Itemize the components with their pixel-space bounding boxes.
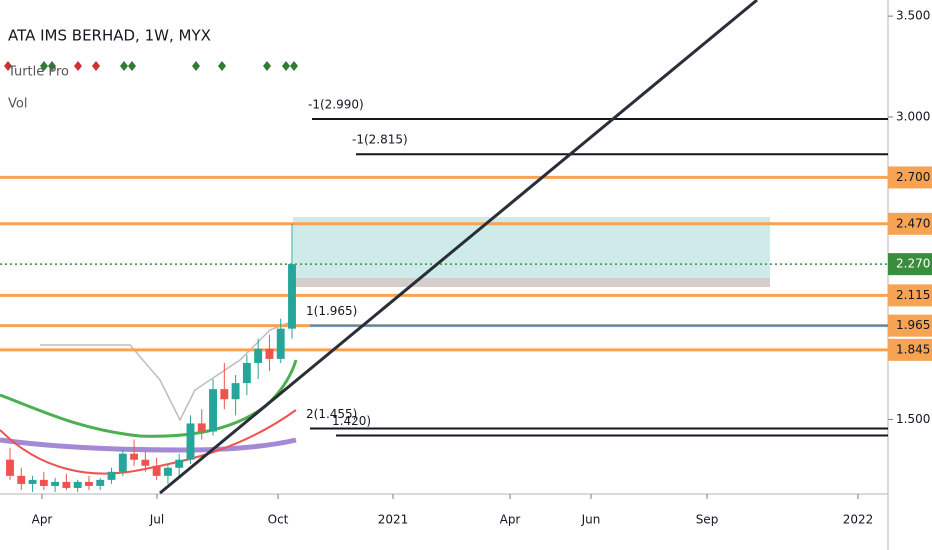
candle-body xyxy=(186,423,195,460)
candle-body xyxy=(6,459,14,476)
candle-body xyxy=(39,479,48,486)
candle-body xyxy=(288,264,296,329)
moving-average xyxy=(0,437,297,453)
sell-marker xyxy=(4,61,100,71)
x-tick-label: Apr xyxy=(500,513,521,527)
candle-body xyxy=(276,328,285,359)
price-badge xyxy=(888,314,932,337)
candle-body xyxy=(62,481,71,488)
price-badge xyxy=(888,166,932,189)
candle-body xyxy=(152,465,161,476)
moving-average xyxy=(0,409,297,475)
candle-body xyxy=(265,348,274,359)
fib-label: -1(2.990) xyxy=(308,97,364,111)
price-badge-label: 1.965 xyxy=(896,318,930,332)
x-tick-label: Sep xyxy=(696,513,719,527)
x-tick-label: 2022 xyxy=(843,513,874,527)
price-badge-label: 2.700 xyxy=(896,170,930,184)
candle-body xyxy=(220,389,229,400)
candle-body xyxy=(254,348,263,363)
trend-line[interactable] xyxy=(159,0,758,495)
candle-body xyxy=(17,475,26,484)
price-badge xyxy=(888,253,932,276)
candle-body xyxy=(51,481,60,486)
price-badge xyxy=(888,284,932,307)
candle-body xyxy=(118,453,127,472)
candle-body xyxy=(73,481,82,488)
candle-body xyxy=(163,467,172,476)
y-tick-label: 3.500 xyxy=(896,9,930,23)
price-badge xyxy=(888,338,932,361)
candle-body xyxy=(28,479,37,484)
price-badge-label: 1.845 xyxy=(896,342,930,356)
target-zone xyxy=(293,217,770,287)
candle-body xyxy=(242,362,251,384)
fib-label: -1(2.815) xyxy=(352,133,408,147)
candle-body xyxy=(175,459,184,468)
candle-body xyxy=(231,383,240,400)
candle-body xyxy=(130,453,139,460)
chart-title: ATA IMS BERHAD, 1W, MYX xyxy=(8,27,211,45)
x-tick-label: Jul xyxy=(149,513,164,527)
price-badge-label: 2.115 xyxy=(896,288,930,302)
price-badge-label: 2.270 xyxy=(896,257,930,271)
signal-markers xyxy=(4,61,298,71)
x-tick-label: Apr xyxy=(32,513,53,527)
fib-label: 2(1.455) xyxy=(306,407,357,421)
x-tick-label: 2021 xyxy=(378,513,409,527)
y-tick-label: 3.000 xyxy=(896,109,930,123)
candle-body xyxy=(197,423,206,432)
risk-zone xyxy=(293,278,770,287)
candle-body xyxy=(141,459,150,466)
price-badge-label: 2.470 xyxy=(896,216,930,230)
x-tick-label: Jun xyxy=(581,513,601,527)
fib-label: 1.420) xyxy=(332,414,371,428)
x-tick-label: Oct xyxy=(268,513,289,527)
candle-body xyxy=(85,481,93,486)
candle-body xyxy=(209,389,217,432)
indicator-label: Turtle Pro xyxy=(7,65,69,80)
indicator-label: Vol xyxy=(8,97,27,112)
price-badge xyxy=(888,212,932,235)
y-tick-label: 1.500 xyxy=(896,412,930,426)
fib-label: 1(1.965) xyxy=(306,304,357,318)
candle-body xyxy=(107,471,116,480)
candle-body xyxy=(96,479,105,486)
